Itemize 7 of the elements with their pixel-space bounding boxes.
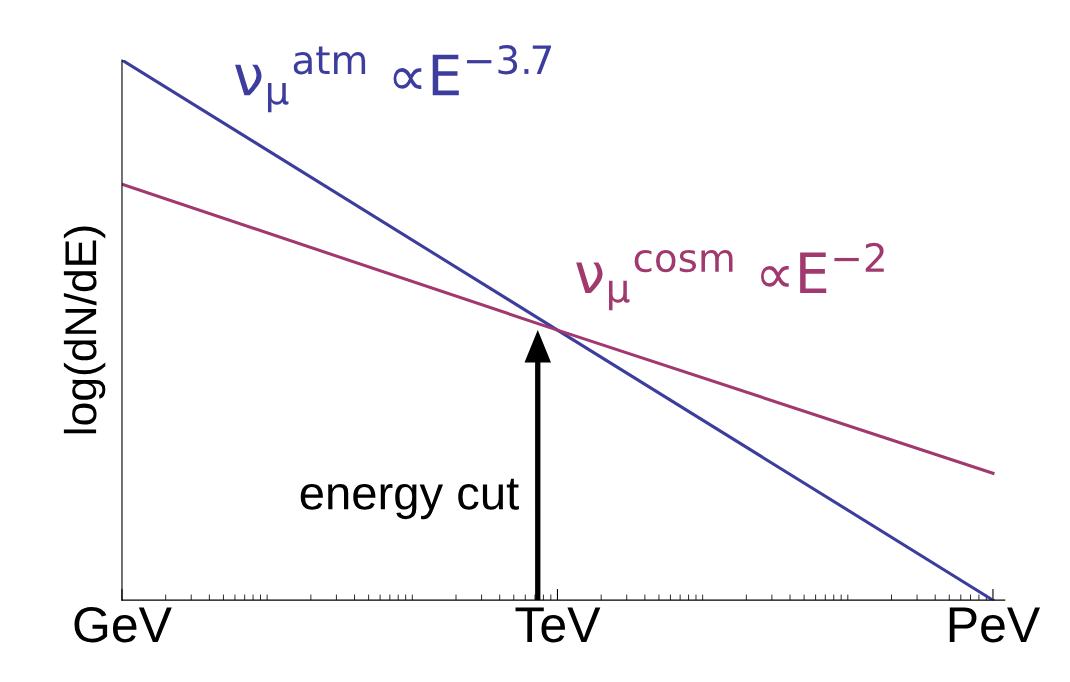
y-axis-title: log(dN/dE) xyxy=(63,226,106,434)
x-tick-label: GeV xyxy=(74,607,172,643)
x-tick-label: PeV xyxy=(949,607,1041,643)
series-label: ν$_{μ}$$^{cosm}$ ∝E$^{−2}$ xyxy=(576,242,884,311)
annotation: energy cut xyxy=(300,478,519,520)
series-label: ν$_{μ}$$^{atm}$ ∝E$^{−3.7}$ xyxy=(235,45,551,113)
x-tick-label: TeV xyxy=(515,607,601,643)
